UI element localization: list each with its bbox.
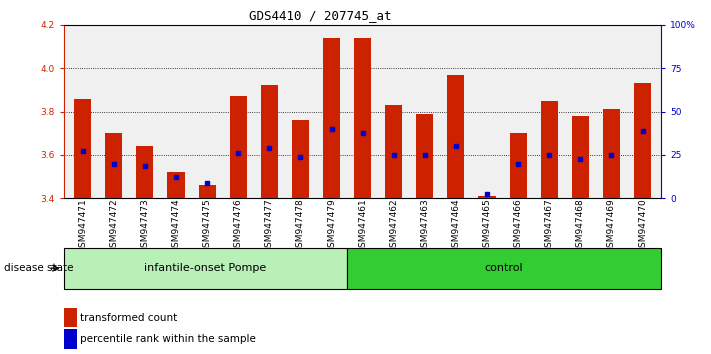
Text: GSM947478: GSM947478 — [296, 198, 305, 253]
Bar — [230, 96, 247, 198]
Bar — [634, 83, 651, 198]
Text: GSM947472: GSM947472 — [109, 198, 118, 253]
Text: GSM947464: GSM947464 — [451, 198, 461, 253]
Text: GSM947461: GSM947461 — [358, 198, 367, 253]
Bar — [416, 114, 434, 198]
Text: GSM947463: GSM947463 — [420, 198, 429, 253]
Bar — [323, 38, 340, 198]
Text: GSM947471: GSM947471 — [78, 198, 87, 253]
Bar — [447, 75, 464, 198]
Text: GSM947469: GSM947469 — [607, 198, 616, 253]
Text: percentile rank within the sample: percentile rank within the sample — [80, 334, 255, 344]
Text: GSM947467: GSM947467 — [545, 198, 554, 253]
Text: GSM947476: GSM947476 — [234, 198, 242, 253]
Text: GSM947479: GSM947479 — [327, 198, 336, 253]
Text: GSM947474: GSM947474 — [171, 198, 181, 253]
Text: GSM947468: GSM947468 — [576, 198, 585, 253]
Text: GSM947473: GSM947473 — [140, 198, 149, 253]
Text: GSM947475: GSM947475 — [203, 198, 212, 253]
Bar — [603, 109, 620, 198]
Text: GSM947470: GSM947470 — [638, 198, 647, 253]
Bar — [479, 196, 496, 198]
Bar — [572, 116, 589, 198]
Bar — [167, 172, 185, 198]
Text: GDS4410 / 207745_at: GDS4410 / 207745_at — [249, 9, 391, 22]
Text: GSM947465: GSM947465 — [483, 198, 491, 253]
Text: GSM947466: GSM947466 — [513, 198, 523, 253]
Bar — [105, 133, 122, 198]
Bar — [385, 105, 402, 198]
Bar — [261, 85, 278, 198]
Bar — [510, 133, 527, 198]
Text: GSM947462: GSM947462 — [389, 198, 398, 253]
Text: disease state: disease state — [4, 263, 73, 273]
Bar — [292, 120, 309, 198]
Bar — [74, 98, 91, 198]
Bar — [137, 146, 154, 198]
Text: transformed count: transformed count — [80, 313, 177, 323]
Text: control: control — [485, 263, 523, 273]
Bar — [540, 101, 558, 198]
Bar — [198, 185, 215, 198]
Text: GSM947477: GSM947477 — [264, 198, 274, 253]
Bar — [354, 38, 371, 198]
Text: infantile-onset Pompe: infantile-onset Pompe — [144, 263, 267, 273]
